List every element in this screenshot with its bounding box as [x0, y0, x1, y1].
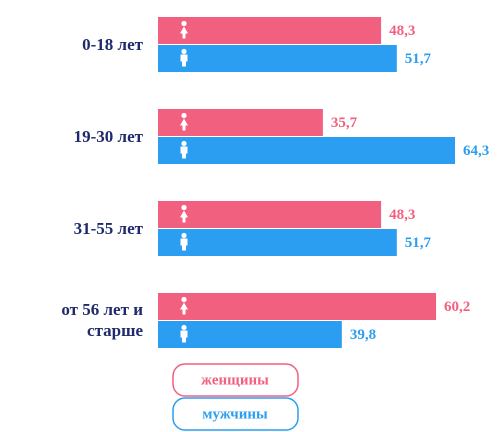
- person-icon: [180, 118, 188, 131]
- category-label: 31-55 лет: [73, 218, 143, 238]
- person-icon: [180, 330, 188, 343]
- legend-box: [172, 397, 299, 431]
- person-icon: [181, 204, 187, 211]
- value-label: 51,7: [405, 51, 432, 67]
- value-label: 48,3: [389, 23, 415, 39]
- person-icon: [181, 140, 187, 147]
- bar: [158, 45, 397, 72]
- value-label: 48,3: [389, 207, 415, 223]
- person-icon: [180, 146, 188, 159]
- bar: [158, 229, 397, 256]
- category-label: 19-30 лет: [73, 126, 143, 146]
- value-label: 64,3: [463, 143, 489, 159]
- person-icon: [181, 48, 187, 55]
- bar: [158, 293, 437, 320]
- legend-label: женщины: [201, 372, 269, 388]
- person-icon: [181, 232, 187, 239]
- value-label: 35,7: [331, 115, 358, 131]
- bar: [158, 321, 342, 348]
- legend-box: [172, 363, 299, 397]
- person-icon: [181, 20, 187, 27]
- person-icon: [180, 302, 188, 315]
- value-label: 51,7: [405, 235, 432, 251]
- person-icon: [181, 324, 187, 331]
- value-label: 60,2: [444, 299, 470, 315]
- person-icon: [180, 210, 188, 223]
- bar: [158, 137, 455, 164]
- person-icon: [180, 238, 188, 251]
- legend-label: мужчины: [202, 406, 268, 422]
- value-label: 39,8: [350, 327, 376, 343]
- category-label: 0-18 лет: [82, 34, 143, 54]
- person-icon: [181, 112, 187, 119]
- person-icon: [180, 54, 188, 67]
- person-icon: [181, 296, 187, 303]
- bar: [158, 17, 382, 44]
- bar: [158, 201, 382, 228]
- category-label: от 56 лет и старше: [61, 300, 143, 340]
- person-icon: [180, 26, 188, 39]
